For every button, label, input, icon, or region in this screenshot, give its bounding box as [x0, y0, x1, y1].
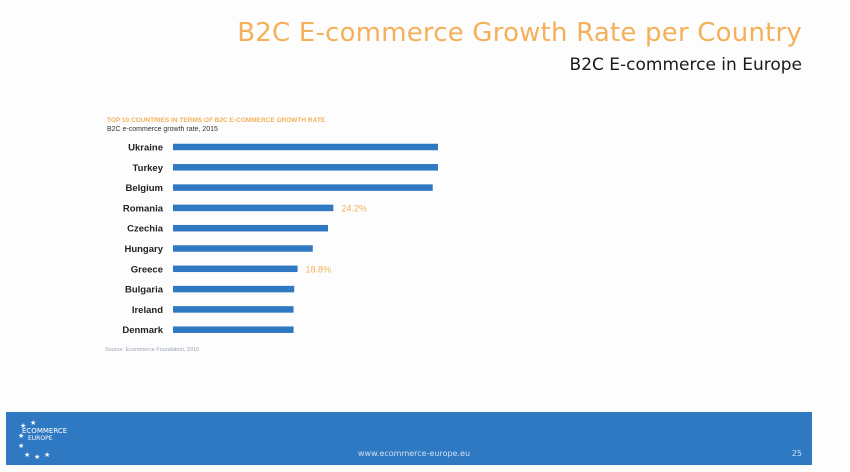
category-label: Ukraine — [128, 143, 163, 154]
category-label: Ireland — [132, 305, 163, 316]
logo-line-2: EUROPE — [28, 435, 53, 442]
data-label: 18.8% — [306, 264, 332, 274]
bar — [173, 184, 433, 191]
data-label: 24.2% — [341, 203, 367, 213]
category-label: Greece — [131, 264, 163, 275]
svg-text:★: ★ — [20, 422, 26, 430]
logo-text: ECOMMERCE EUROPE — [22, 427, 67, 443]
svg-text:★: ★ — [30, 420, 36, 427]
bar — [173, 326, 294, 333]
footer-bar: ★ ★ ★ ★ ★ ★ ★ ECOMMERCE EUROPE www.ecomm… — [6, 412, 812, 465]
svg-text:★: ★ — [18, 432, 24, 440]
bar — [173, 164, 438, 171]
bar — [173, 143, 438, 151]
category-label: Hungary — [124, 244, 163, 255]
category-label: Bulgaria — [125, 285, 164, 296]
category-label: Denmark — [122, 325, 163, 336]
ecommerce-europe-stars-logo: ★ ★ ★ ★ ★ ★ ★ — [18, 420, 50, 460]
svg-text:★: ★ — [34, 453, 40, 460]
svg-text:★: ★ — [44, 451, 50, 459]
category-label: Czechia — [127, 224, 164, 235]
page-number: 25 — [791, 449, 802, 458]
logo-line-1: ECOMMERCE — [22, 427, 68, 435]
bar — [173, 245, 313, 252]
slide-subtitle: B2C E-commerce in Europe — [569, 55, 802, 75]
chart-title: TOP 10 COUNTRIES IN TERMS OF B2C E-COMME… — [107, 117, 326, 124]
source-note: Source: Ecommerce Foundation, 2016 — [105, 347, 200, 353]
category-label: Belgium — [126, 183, 163, 194]
category-label: Turkey — [133, 163, 164, 174]
chart-subtitle: B2C e-commerce growth rate, 2015 — [107, 126, 218, 133]
bar — [173, 224, 329, 232]
category-label: Romania — [123, 203, 164, 214]
slide-title: B2C E-commerce Growth Rate per Country — [237, 18, 802, 48]
svg-text:★: ★ — [18, 442, 24, 450]
footer-url[interactable]: www.ecommerce-europe.eu — [358, 449, 471, 458]
bar — [173, 306, 294, 313]
bar — [173, 204, 334, 212]
bar — [173, 285, 295, 293]
bar — [173, 265, 298, 273]
svg-text:★: ★ — [24, 451, 30, 459]
